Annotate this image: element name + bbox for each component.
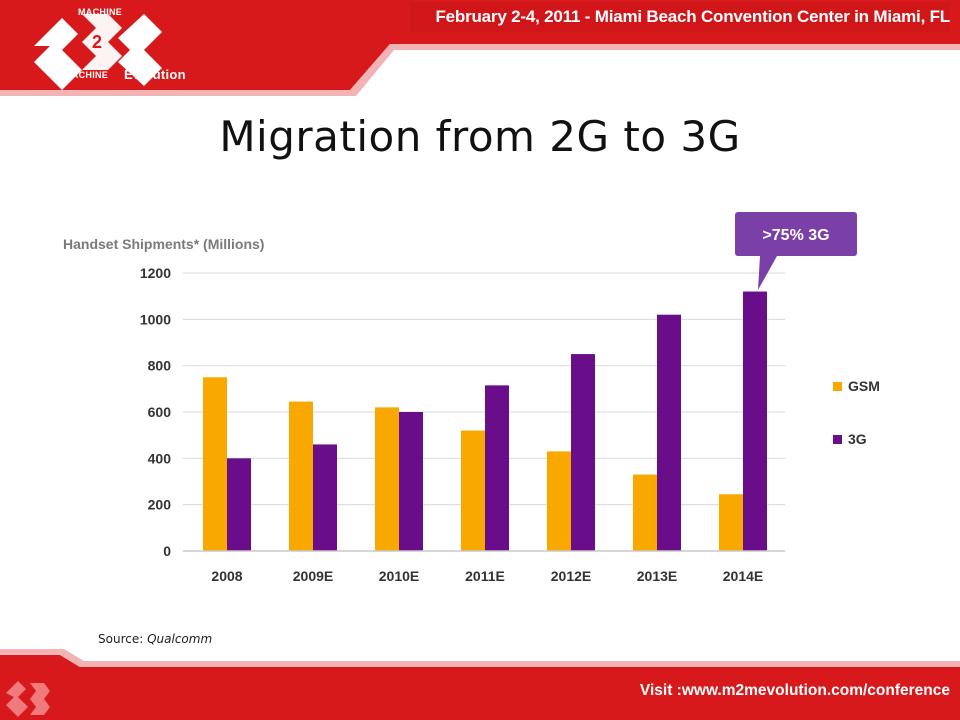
bar-3g-2012e [571,354,595,551]
x-tick-label: 2012E [551,568,591,584]
event-line: February 2-4, 2011 - Miami Beach Convent… [435,7,950,26]
x-tick-label: 2009E [293,568,333,584]
logo-machine-top: MACHINE [78,7,123,17]
bar-3g-2010e [399,412,423,551]
x-tick-label: 2010E [379,568,419,584]
bar-gsm-2008 [203,377,227,551]
chart: 0 200 400 600 800 1000 1200 2008 2009E 2010E 2011E… [55,205,905,600]
bar-gsm-2013e [633,474,657,551]
chart-svg: 0 200 400 600 800 1000 1200 2008 2009E 2010E 2011E… [63,212,880,584]
legend-swatch [833,382,842,391]
legend-layer: GSM 3G [833,378,880,447]
y-tick-label: 1000 [140,311,171,327]
bar-3g-2008 [227,458,251,551]
chart-title: Handset Shipments* (Millions) [63,236,264,252]
x-tick-label: 2011E [465,568,505,584]
header-band-shape [0,0,960,96]
bar-gsm-2011e [461,430,485,551]
callout-box [735,212,857,256]
logo-evolution: Evolution [124,67,186,82]
callout-text: >75% 3G [762,227,829,244]
footer-logo-mark [6,681,50,717]
x-tick-label: 2013E [637,568,677,584]
callout-pointer [758,256,777,290]
footer-band [0,645,960,720]
m2m-logo-mark: 2 [34,14,162,90]
header-band: 2 MACHINE MACHINE Evolution February 2-4… [0,0,960,100]
legend-label: GSM [848,378,880,394]
bar-gsm-2012e [547,451,571,551]
axis-layer: 0 200 400 600 800 1000 1200 2008 2009E 2010E 2011E… [140,265,785,584]
bar-3g-2014e [743,291,767,551]
m2m-logo: 2 MACHINE MACHINE Evolution [26,4,196,92]
y-tick-label: 600 [148,404,172,420]
bar-3g-2013e [657,314,681,551]
y-tick-label: 400 [148,450,172,466]
bar-gsm-2014e [719,494,743,551]
x-tick-label: 2008 [211,568,242,584]
source-name: Qualcomm [147,632,213,646]
y-tick-label: 1200 [140,265,171,281]
bars-layer [203,291,767,551]
svg-text:2: 2 [92,32,102,52]
callout-layer: >75% 3G [735,212,857,290]
bar-gsm-2010e [375,407,399,551]
y-tick-label: 200 [148,497,172,513]
x-tick-label: 2014E [723,568,763,584]
legend-swatch [833,435,842,444]
bar-3g-2009e [313,444,337,551]
y-tick-label: 800 [148,358,172,374]
legend-label: 3G [848,431,867,447]
footer-visit-link[interactable]: Visit :www.m2mevolution.com/conference [639,682,950,699]
source-prefix: Source: [98,632,144,646]
logo-machine-bottom: MACHINE [64,70,109,80]
footer-band-shape [0,649,960,720]
slide-title: Migration from 2G to 3G [219,112,741,161]
bar-gsm-2009e [289,401,313,551]
y-tick-label: 0 [163,543,171,559]
source-note: Source: Qualcomm [98,632,212,646]
bar-3g-2011e [485,385,509,551]
